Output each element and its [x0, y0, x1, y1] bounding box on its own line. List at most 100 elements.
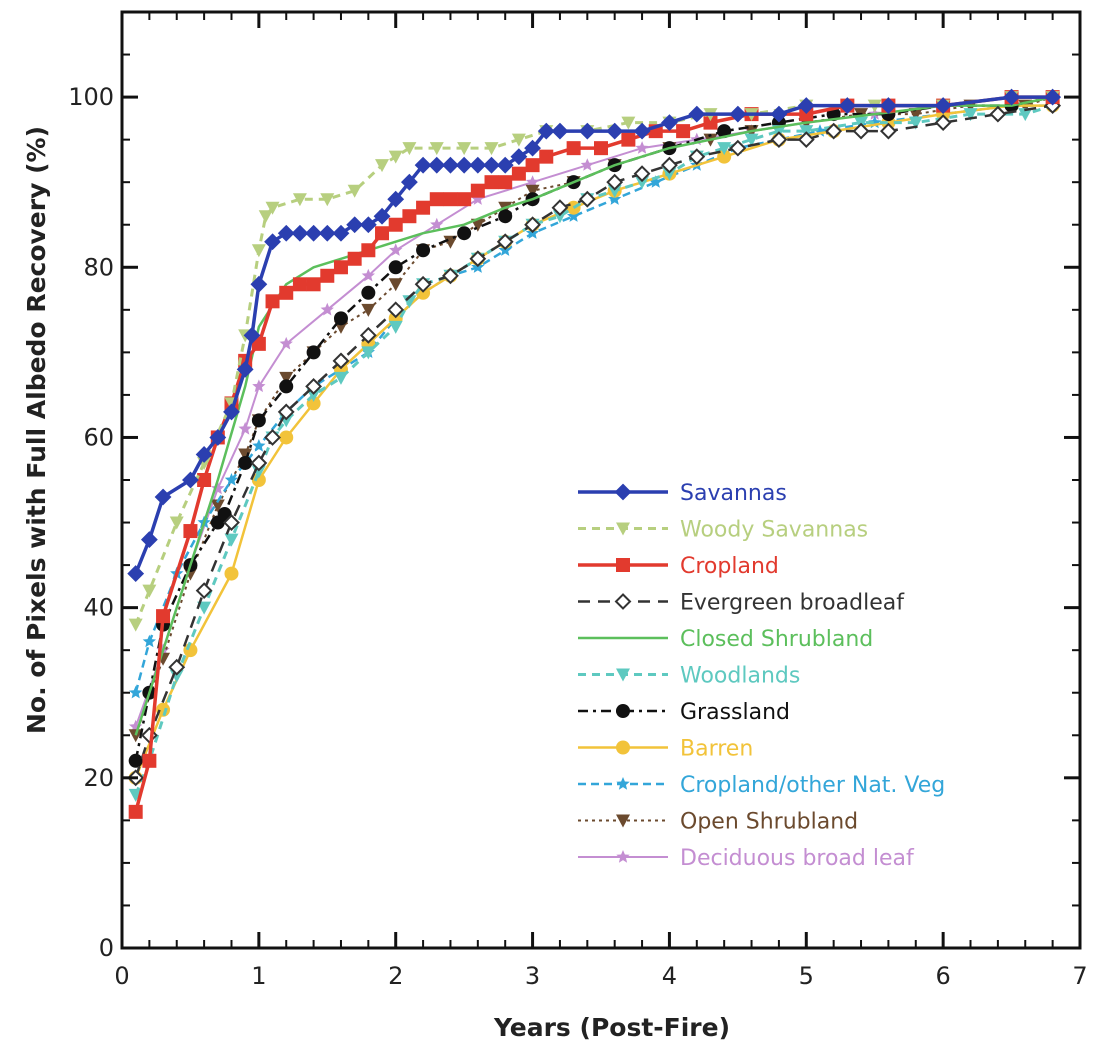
- data-point-cropland: [347, 251, 362, 266]
- data-point-woody-savannas: [484, 142, 499, 156]
- data-point-evergreen-broadleaf: [852, 122, 870, 140]
- series-savannas: [127, 88, 1062, 583]
- legend-label-woodlands: Woodlands: [680, 664, 800, 689]
- legend-item-grassland: Grassland: [578, 700, 790, 725]
- data-point-cropland: [511, 166, 526, 181]
- data-point-evergreen-broadleaf: [469, 250, 487, 268]
- data-point-savannas: [606, 122, 624, 140]
- legend-item-open-shrubland: Open Shrubland: [578, 810, 858, 835]
- data-point-grassland: [498, 209, 513, 224]
- data-point-grassland: [279, 379, 294, 394]
- data-point-evergreen-broadleaf: [496, 233, 514, 251]
- data-point-cropland-other-nat-veg: [649, 175, 663, 188]
- legend-item-evergreen-broadleaf: Evergreen broadleaf: [578, 591, 905, 616]
- data-point-cropland: [388, 217, 403, 232]
- data-point-woodlands: [361, 346, 376, 360]
- data-point-woody-savannas: [320, 193, 335, 207]
- x-axis-label: Years (Post-Fire): [493, 1013, 730, 1042]
- legend-item-cropland-other-nat-veg: Cropland/other Nat. Veg: [578, 773, 945, 798]
- data-point-savannas: [209, 429, 227, 446]
- data-point-woodlands: [963, 108, 978, 122]
- x-tick-label: 3: [525, 962, 540, 990]
- legend-label-cropland: Cropland: [680, 554, 779, 579]
- data-point-savannas: [305, 224, 323, 242]
- data-point-deciduous-broad-leaf: [471, 192, 485, 205]
- data-point-savannas: [688, 105, 706, 123]
- data-point-cropland: [457, 192, 472, 207]
- data-point-deciduous-broad-leaf: [279, 336, 293, 350]
- data-point-deciduous-broad-leaf: [252, 379, 266, 393]
- data-point-open-shrubland: [470, 218, 485, 232]
- data-point-cropland: [183, 524, 198, 539]
- legend-label-barren: Barren: [680, 737, 753, 762]
- data-point-open-shrubland: [361, 303, 376, 317]
- data-point-savannas: [387, 190, 405, 208]
- data-point-cropland-other-nat-veg: [608, 192, 622, 205]
- data-point-evergreen-broadleaf: [414, 275, 432, 293]
- legend-marker-woody-savannas: [616, 522, 630, 536]
- data-point-deciduous-broad-leaf: [635, 141, 649, 154]
- axes: 0 1 2 3 4 5 6 7 0 20 40 60 80 100: [68, 10, 1088, 990]
- data-point-woodlands: [552, 210, 567, 224]
- legend-label-evergreen-broadleaf: Evergreen broadleaf: [680, 591, 905, 616]
- data-point-cropland: [594, 141, 608, 156]
- data-point-woodlands: [908, 116, 923, 130]
- legend-label-woody-savannas: Woody Savannas: [680, 518, 868, 543]
- data-point-evergreen-broadleaf: [250, 454, 268, 472]
- data-point-evergreen-broadleaf: [989, 105, 1007, 123]
- data-point-cropland: [470, 183, 485, 198]
- data-point-savannas: [140, 531, 158, 548]
- data-point-savannas: [400, 173, 418, 191]
- legend-item-woody-savannas: Woody Savannas: [578, 518, 868, 543]
- series-line-closed-shrubland: [134, 95, 1053, 736]
- data-point-savannas: [264, 233, 281, 251]
- data-point-savannas: [1044, 88, 1062, 106]
- data-point-savannas: [483, 156, 500, 174]
- data-point-savannas: [414, 156, 432, 174]
- y-tick-label: 100: [68, 83, 114, 111]
- data-point-woodlands: [607, 184, 622, 198]
- data-point-barren: [279, 430, 294, 445]
- data-point-savannas: [633, 122, 651, 140]
- data-point-cropland-other-nat-veg: [567, 209, 581, 222]
- data-point-woodlands: [197, 601, 212, 615]
- data-point-savannas: [236, 360, 254, 378]
- data-point-cropland: [402, 209, 417, 224]
- data-point-savannas: [1003, 88, 1020, 106]
- series-grassland: [128, 90, 1060, 768]
- data-point-savannas: [661, 114, 678, 132]
- data-point-savannas: [537, 122, 555, 140]
- data-point-savannas: [770, 105, 788, 123]
- data-point-evergreen-broadleaf: [825, 122, 843, 140]
- data-point-savannas: [223, 403, 240, 421]
- data-point-grassland: [388, 260, 403, 275]
- data-point-woody-savannas: [621, 116, 636, 130]
- data-point-savannas: [729, 105, 747, 123]
- data-point-evergreen-broadleaf: [770, 131, 788, 149]
- legend-marker-deciduous-broad-leaf: [616, 850, 630, 863]
- legend-item-deciduous-broad-leaf: Deciduous broad leaf: [578, 846, 915, 871]
- data-point-savannas: [346, 216, 364, 234]
- y-tick-label: 80: [83, 253, 114, 281]
- data-point-savannas: [127, 565, 145, 583]
- data-point-cropland-other-nat-veg: [224, 473, 239, 486]
- data-point-evergreen-broadleaf: [661, 156, 678, 174]
- data-point-cropland: [197, 473, 212, 487]
- legend-label-savannas: Savannas: [680, 481, 787, 506]
- data-point-cropland: [703, 115, 718, 130]
- x-tick-label: 1: [251, 962, 266, 990]
- data-point-woodlands: [388, 320, 403, 334]
- data-point-woodlands: [744, 133, 759, 147]
- data-point-cropland: [292, 277, 307, 292]
- data-point-woodlands: [306, 388, 321, 402]
- data-point-evergreen-broadleaf: [305, 377, 323, 395]
- data-point-cropland: [320, 268, 335, 283]
- data-point-cropland: [676, 124, 691, 139]
- data-point-evergreen-broadleaf: [606, 173, 624, 191]
- data-point-savannas: [359, 216, 377, 234]
- legend: Savannas Woody Savannas Cropland Evergreen …: [578, 481, 945, 871]
- data-point-cropland: [142, 753, 157, 768]
- x-tick-label: 6: [936, 962, 951, 990]
- data-point-woodlands: [1018, 108, 1033, 122]
